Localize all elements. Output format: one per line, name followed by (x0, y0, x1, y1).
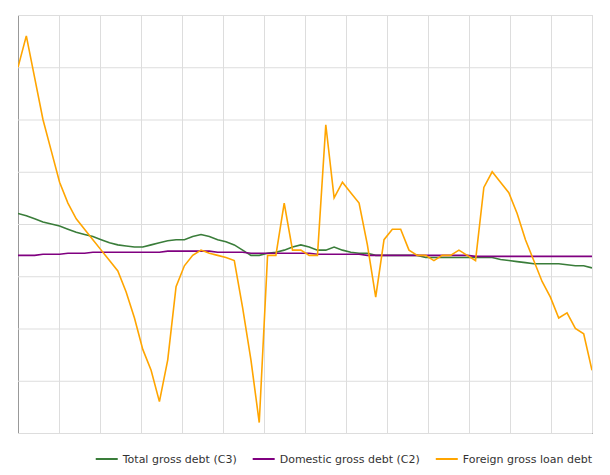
y-grid-line (18, 120, 592, 121)
chart: Total gross debt (C3) Domestic gross debt… (0, 0, 610, 475)
y-tick (18, 224, 592, 225)
y-tick (18, 15, 592, 16)
y-axis (18, 16, 592, 434)
legend: Total gross debt (C3) Domestic gross debt… (96, 453, 593, 466)
y-grid-line (18, 172, 592, 173)
series-line (18, 36, 592, 423)
series-line (18, 214, 592, 268)
y-tick (18, 276, 592, 277)
y-tick (18, 433, 592, 434)
x-grid-line (592, 15, 593, 433)
x-tick (592, 15, 593, 433)
y-grid-line (18, 329, 592, 330)
y-tick (18, 120, 592, 121)
legend-item: Domestic gross debt (C2) (253, 453, 420, 466)
plot (18, 15, 593, 434)
legend-item: Total gross debt (C3) (96, 453, 237, 466)
y-tick (18, 67, 592, 68)
legend-label: Domestic gross debt (C2) (280, 453, 420, 466)
y-grid-line (18, 433, 592, 434)
x-axis-line (19, 15, 593, 434)
legend-swatch (96, 458, 118, 460)
legend-label: Foreign gross loan debt (463, 453, 593, 466)
y-grid-line (18, 67, 592, 68)
y-axis-line (19, 16, 593, 434)
y-tick (18, 381, 592, 382)
legend-label: Total gross debt (C3) (122, 453, 237, 466)
x-axis (19, 15, 593, 434)
y-grid-line (18, 15, 592, 16)
y-grid-line (18, 381, 592, 382)
legend-swatch (436, 458, 458, 460)
y-grid-line (18, 224, 592, 225)
lines (18, 36, 592, 423)
legend-item: Foreign gross loan debt (436, 453, 593, 466)
y-tick (18, 329, 592, 330)
y-grid-line (18, 276, 592, 277)
legend-swatch (253, 458, 275, 460)
y-tick (18, 172, 592, 173)
